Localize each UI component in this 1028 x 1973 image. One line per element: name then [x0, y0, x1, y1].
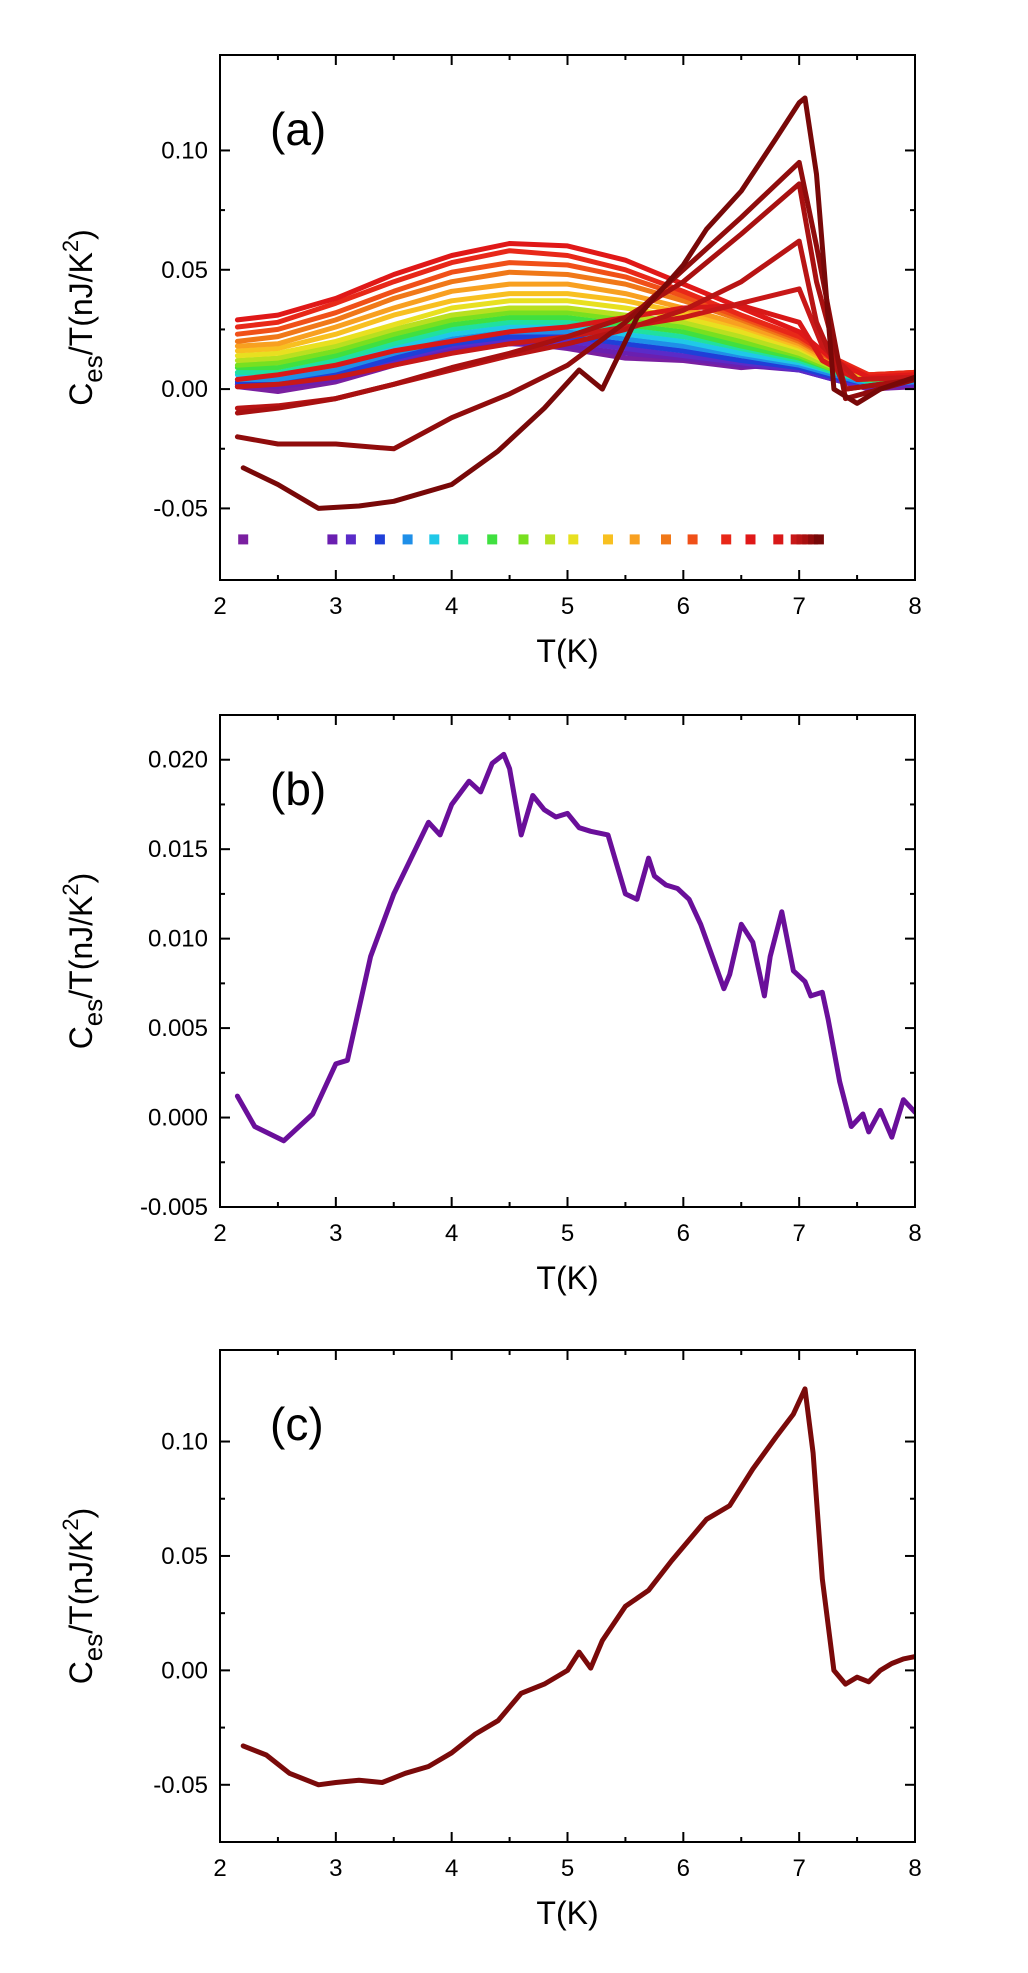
- series-line-a-20: [234, 181, 915, 416]
- temperature-marker-18: [790, 534, 801, 545]
- temperature-marker-20: [802, 534, 813, 545]
- x-axis-title-a: T(K): [536, 633, 598, 669]
- y-axis-title-part-a-4: ): [63, 229, 99, 240]
- temperature-marker-0: [238, 534, 249, 545]
- x-tick-label-c-6: 8: [908, 1855, 921, 1882]
- x-tick-label-c-5: 7: [792, 1855, 805, 1882]
- x-tick-label-a-1: 3: [329, 593, 342, 620]
- x-tick-label-a-6: 8: [908, 593, 921, 620]
- x-tick-label-b-1: 3: [329, 1220, 342, 1247]
- x-tick-label-b-2: 4: [445, 1220, 458, 1247]
- panel-label-a: (a): [270, 103, 326, 155]
- series-line-a-16: [234, 241, 915, 380]
- temperature-marker-17: [773, 534, 784, 545]
- temperature-marker-10: [568, 534, 579, 545]
- y-tick-label-b-3: 0.010: [148, 926, 208, 953]
- y-tick-label-c-3: 0.10: [161, 1429, 208, 1456]
- x-tick-label-a-0: 2: [213, 593, 226, 620]
- x-tick-label-b-5: 7: [792, 1220, 805, 1247]
- panel-c: 2 3 4 5 6 7 8 -0.05 0.00 0.05 0.10 (c) T(K) Ces/T(nJ/…: [58, 1349, 922, 1931]
- y-tick-label-b-5: 0.020: [148, 747, 208, 774]
- y-axis-title-part-c-3: 2: [58, 1518, 83, 1530]
- series-group-a: [234, 95, 915, 511]
- x-axis-title-b: T(K): [536, 1260, 598, 1296]
- x-tick-label-b-0: 2: [213, 1220, 226, 1247]
- y-tick-label-b-1: 0.000: [148, 1105, 208, 1132]
- y-axis-title-part-b-0: C: [63, 1026, 99, 1049]
- y-axis-title-part-a-2: /T(nJ/K: [63, 252, 99, 355]
- y-tick-label-b-4: 0.015: [148, 836, 208, 863]
- temperature-marker-2: [345, 534, 356, 545]
- series-line-a-18: [234, 286, 915, 390]
- temperature-marker-8: [518, 534, 529, 545]
- x-tick-label-a-4: 6: [677, 593, 690, 620]
- temperature-marker-5: [429, 534, 440, 545]
- temperature-marker-15: [721, 534, 732, 545]
- x-axis-title-c: T(K): [536, 1895, 598, 1931]
- x-tick-label-b-4: 6: [677, 1220, 690, 1247]
- y-axis-title-part-b-1: es: [78, 999, 108, 1026]
- x-tick-label-c-2: 4: [445, 1855, 458, 1882]
- y-axis-title-part-b-4: ): [63, 873, 99, 884]
- temperature-marker-6: [458, 534, 469, 545]
- x-tick-label-b-6: 8: [908, 1220, 921, 1247]
- x-tick-label-c-3: 5: [561, 1855, 574, 1882]
- y-axis-title-part-c-2: /T(nJ/K: [63, 1531, 99, 1634]
- series-group-c: [240, 1386, 915, 1788]
- y-axis-title-a: Ces/T(nJ/K2): [58, 229, 108, 406]
- x-tick-label-a-5: 7: [792, 593, 805, 620]
- panel-b: 2 3 4 5 6 7 8 -0.005 0.000 0.005 0.010 0.015 0.020 (b…: [58, 714, 922, 1296]
- series-line-b-0: [234, 751, 915, 1144]
- y-axis-title-part-a-3: 2: [58, 240, 83, 252]
- y-axis-title-c: Ces/T(nJ/K2): [58, 1508, 108, 1685]
- series-line-c-0: [240, 1386, 915, 1788]
- panel-label-c: (c): [270, 1398, 324, 1450]
- y-axis-title-part-b-3: 2: [58, 883, 83, 895]
- y-tick-label-a-0: -0.05: [153, 495, 208, 522]
- y-tick-label-b-2: 0.005: [148, 1015, 208, 1042]
- temperature-marker-3: [374, 534, 385, 545]
- y-tick-label-c-1: 0.00: [161, 1657, 208, 1684]
- x-tick-label-c-0: 2: [213, 1855, 226, 1882]
- panel-a: 2 3 4 5 6 7 8 -0.05 0.00 0.05 0.10 (a) T(K) Ces/T(nJ/…: [58, 54, 922, 669]
- series-group-b: [234, 751, 915, 1144]
- temperature-marker-16: [745, 534, 756, 545]
- y-tick-label-a-1: 0.00: [161, 376, 208, 403]
- temperature-marker-7: [487, 534, 498, 545]
- temperature-marker-4: [402, 534, 413, 545]
- y-axis-title-part-a-0: C: [63, 383, 99, 406]
- y-axis-title-part-a-1: es: [78, 355, 108, 382]
- temperature-marker-11: [603, 534, 613, 545]
- x-tick-label-a-3: 5: [561, 593, 574, 620]
- y-axis-title-part-c-0: C: [63, 1661, 99, 1684]
- x-tick-label-c-4: 6: [677, 1855, 690, 1882]
- y-tick-label-c-0: -0.05: [153, 1772, 208, 1799]
- temperature-marker-14: [687, 534, 698, 545]
- temperature-marker-12: [629, 534, 640, 545]
- temperature-marker-22: [813, 534, 824, 545]
- temperature-marker-9: [545, 534, 556, 545]
- temperature-marker-1: [327, 534, 338, 545]
- series-line-a-22: [240, 95, 915, 511]
- y-tick-label-b-0: -0.005: [140, 1194, 208, 1221]
- y-axis-title-part-b-2: /T(nJ/K: [63, 896, 99, 999]
- y-tick-label-a-2: 0.05: [161, 257, 208, 284]
- temperature-marker-19: [796, 534, 807, 545]
- panel-label-b: (b): [270, 763, 326, 815]
- y-tick-label-a-3: 0.10: [161, 137, 208, 164]
- y-tick-label-c-2: 0.05: [161, 1543, 208, 1570]
- series-line-a-21: [234, 159, 915, 452]
- y-axis-title-part-c-1: es: [78, 1634, 108, 1661]
- y-axis-title-b: Ces/T(nJ/K2): [58, 873, 108, 1050]
- x-tick-label-c-1: 3: [329, 1855, 342, 1882]
- x-tick-label-b-3: 5: [561, 1220, 574, 1247]
- y-axis-title-part-c-4: ): [63, 1508, 99, 1519]
- series-line-a-17: [234, 303, 915, 382]
- temperature-marker-21: [808, 534, 819, 545]
- temperature-marker-13: [661, 534, 671, 545]
- x-tick-label-a-2: 4: [445, 593, 458, 620]
